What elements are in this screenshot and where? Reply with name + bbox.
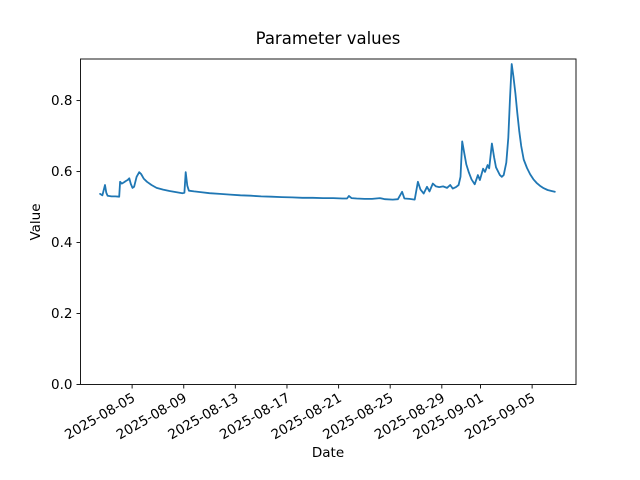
data-line-parameter-values xyxy=(99,63,556,201)
chart-title: Parameter values xyxy=(255,29,401,48)
y-tick-label: 0.4 xyxy=(51,235,72,251)
y-axis-label: Value xyxy=(28,203,44,241)
x-axis-label: Date xyxy=(311,445,345,461)
y-tick-label: 0.2 xyxy=(51,306,72,322)
y-tick-label: 0.0 xyxy=(51,377,72,393)
y-tick-label: 0.6 xyxy=(51,164,72,180)
y-tick-label: 0.8 xyxy=(51,93,72,109)
plot-border xyxy=(80,58,577,385)
